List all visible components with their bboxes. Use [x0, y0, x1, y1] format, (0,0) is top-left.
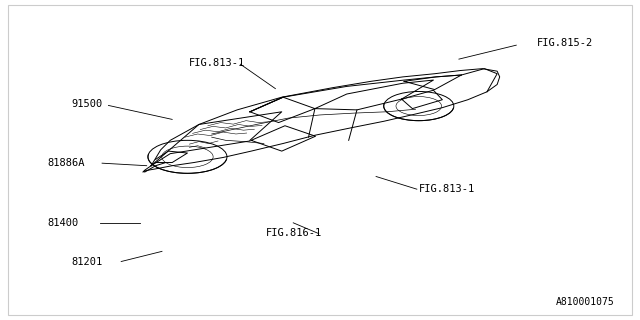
Text: 81400: 81400 — [47, 219, 79, 228]
Text: 91500: 91500 — [72, 100, 103, 109]
Text: 81201: 81201 — [72, 257, 103, 267]
Text: FIG.816-1: FIG.816-1 — [266, 228, 322, 238]
Text: FIG.813-1: FIG.813-1 — [419, 184, 475, 194]
Text: A810001075: A810001075 — [556, 297, 614, 307]
Text: FIG.813-1: FIG.813-1 — [189, 58, 246, 68]
Text: FIG.815-2: FIG.815-2 — [537, 38, 593, 48]
Text: 81886A: 81886A — [47, 158, 84, 168]
